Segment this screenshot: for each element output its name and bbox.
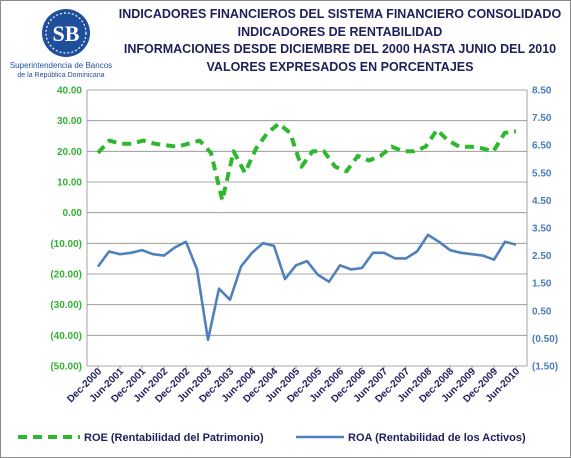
right-tick-label: 2.50 <box>532 251 552 262</box>
right-tick-label: 6.50 <box>532 141 552 152</box>
legend: ROE (Rentabilidad del Patrimonio) ROA (R… <box>18 432 526 444</box>
left-tick-label: (20.00) <box>50 270 82 281</box>
right-tick-label: 3.50 <box>532 224 552 235</box>
series-roe-line <box>96 121 517 203</box>
logo-caption-2: de la República Dominicana <box>17 72 104 79</box>
left-tick-label: (30.00) <box>50 300 82 311</box>
right-tick-label: 1.50 <box>532 279 552 290</box>
legend-roa-label: ROA (Rentabilidad de los Activos) <box>348 432 526 444</box>
logo: SB Superintendencia de Bancos de la Repú… <box>10 9 112 79</box>
left-tick-label: 40.00 <box>57 86 82 97</box>
right-tick-label: 8.50 <box>532 86 552 97</box>
chart-title-1: INDICADORES FINANCIEROS DEL SISTEMA FINA… <box>118 7 562 21</box>
right-tick-label: 0.50 <box>532 306 552 317</box>
chart-title-2: INDICADORES DE RENTABILIDAD <box>237 24 443 39</box>
chart-title-block: INDICADORES FINANCIEROS DEL SISTEMA FINA… <box>110 6 570 76</box>
chart-title-3: INFORMACIONES DESDE DICIEMBRE DEL 2000 H… <box>123 42 557 56</box>
logo-seal-icon <box>42 9 90 57</box>
left-tick-label: (50.00) <box>50 362 82 373</box>
left-tick-label: (40.00) <box>50 331 82 342</box>
series-group <box>96 121 517 342</box>
left-tick-label: 30.00 <box>57 116 82 127</box>
right-tick-label: 5.50 <box>532 168 552 179</box>
left-axis: 40.00 30.00 20.00 10.00 0.00 (10.00) (20.00) (3… <box>50 86 82 373</box>
logo-caption-1: Superintendencia de Bancos <box>10 61 112 70</box>
logo-monogram: SB <box>53 21 80 46</box>
right-tick-label: 4.50 <box>532 196 552 207</box>
left-tick-label: (10.00) <box>50 239 82 250</box>
chart-title-4: VALORES EXPRESADOS EN PORCENTAJES <box>206 59 474 74</box>
series-roa-line <box>96 233 517 342</box>
right-tick-label: 7.50 <box>532 113 552 124</box>
legend-roe-label: ROE (Rentabilidad del Patrimonio) <box>84 432 264 444</box>
right-tick-label: (1.50) <box>532 362 558 373</box>
gridlines <box>86 89 528 367</box>
right-axis: 8.50 7.50 6.50 5.50 4.50 3.50 2.50 1.50 0.50 (0.5… <box>532 86 558 373</box>
left-tick-label: 0.00 <box>63 208 83 219</box>
left-tick-label: 20.00 <box>57 147 82 158</box>
left-tick-label: 10.00 <box>57 178 82 189</box>
x-axis: Dec-2000Jun-2001Dec-2001Jun-2002Dec-2002… <box>65 366 522 405</box>
right-tick-label: (0.50) <box>532 334 558 345</box>
